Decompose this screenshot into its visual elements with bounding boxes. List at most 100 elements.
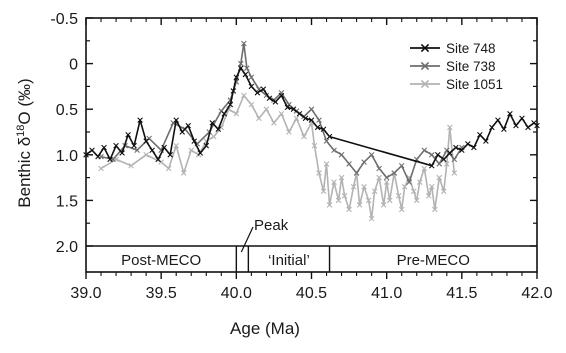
data-point <box>215 126 222 133</box>
data-point <box>241 40 247 47</box>
data-point <box>180 170 187 176</box>
data-point <box>143 138 149 144</box>
y-tick-label: 1.5 <box>56 193 78 210</box>
data-point <box>501 126 507 133</box>
series-site-738 <box>98 40 465 185</box>
data-point <box>421 147 428 154</box>
data-point <box>459 147 465 154</box>
data-point <box>447 150 453 156</box>
data-point <box>209 120 216 126</box>
data-point <box>428 183 435 190</box>
data-point <box>451 156 458 163</box>
data-point <box>173 117 179 123</box>
data-point <box>353 170 360 176</box>
legend-entry: Site 748 <box>410 41 496 56</box>
data-point <box>272 99 279 105</box>
legend-marker <box>420 43 430 53</box>
data-point <box>290 106 297 112</box>
x-tick-label: 42.0 <box>521 285 552 302</box>
data-point <box>143 152 149 158</box>
data-point <box>444 161 450 167</box>
data-point <box>101 144 107 151</box>
data-point <box>89 147 95 154</box>
data-point <box>326 133 333 140</box>
data-point <box>278 92 285 99</box>
series-site-748 <box>83 65 540 169</box>
data-point <box>256 115 262 122</box>
data-point <box>441 188 447 195</box>
data-point <box>371 188 378 195</box>
data-point <box>386 197 393 204</box>
series-line <box>100 42 463 183</box>
data-point <box>361 183 367 190</box>
data-point <box>513 122 519 129</box>
legend-marker <box>420 61 430 71</box>
data-point <box>441 156 447 163</box>
data-point <box>203 142 210 149</box>
data-point <box>301 133 307 140</box>
data-point <box>323 138 330 144</box>
data-point <box>155 156 161 163</box>
data-point <box>383 179 390 185</box>
data-point <box>165 165 172 172</box>
data-point <box>316 170 322 176</box>
data-point <box>149 147 155 154</box>
data-point <box>451 170 458 176</box>
data-point <box>519 115 525 122</box>
data-point <box>293 115 300 122</box>
data-point <box>221 110 228 117</box>
data-point <box>107 156 113 163</box>
data-point <box>188 147 195 154</box>
data-point <box>338 174 345 181</box>
data-point <box>113 142 119 149</box>
legend-entry: Site 738 <box>410 59 496 74</box>
data-point <box>383 174 390 181</box>
data-point <box>233 74 240 81</box>
data-point <box>346 206 352 213</box>
data-point <box>314 124 321 131</box>
data-point <box>425 193 432 199</box>
data-point <box>368 215 375 222</box>
data-point <box>391 170 397 176</box>
data-point <box>131 142 137 149</box>
data-point <box>95 153 101 160</box>
data-point <box>465 141 471 147</box>
data-point <box>278 110 285 117</box>
interval-bar: Post-MECO ‘Initial’ Pre-MECO <box>121 226 470 272</box>
data-point <box>296 110 303 117</box>
data-point <box>191 138 198 144</box>
data-point <box>436 174 443 181</box>
y-tick-label: -0.5 <box>50 11 78 28</box>
data-point <box>428 162 435 169</box>
data-point <box>248 101 255 108</box>
data-point <box>335 197 342 204</box>
data-point <box>266 95 273 102</box>
data-point <box>125 131 131 138</box>
data-point <box>431 206 438 213</box>
data-point <box>401 183 408 190</box>
x-tick-label: 39.5 <box>146 285 177 302</box>
data-point <box>434 152 441 158</box>
data-point <box>341 193 348 199</box>
data-point <box>98 165 104 172</box>
data-point <box>489 124 495 131</box>
data-point <box>365 197 372 204</box>
data-point <box>241 92 247 99</box>
data-point <box>338 152 345 158</box>
data-point <box>421 165 428 172</box>
data-point <box>128 162 134 169</box>
y-tick-label: 0.5 <box>56 102 78 119</box>
data-point <box>428 152 435 158</box>
data-point <box>534 122 540 129</box>
data-point <box>238 65 244 71</box>
peak-pointer-line <box>240 226 254 253</box>
axis-ticks: -0.5 0 0.5 1.0 1.5 2.0 39.0 39.5 40.0 40.5 41.0 41.… <box>50 11 552 302</box>
data-point <box>179 129 186 135</box>
legend-marker <box>420 79 430 89</box>
data-point <box>326 202 333 208</box>
legend: Site 748 Site 738 Site 1051 <box>410 41 503 92</box>
data-point <box>254 89 261 96</box>
x-tick-label: 39.0 <box>70 285 101 302</box>
data-point <box>260 86 267 92</box>
data-point <box>134 147 140 154</box>
